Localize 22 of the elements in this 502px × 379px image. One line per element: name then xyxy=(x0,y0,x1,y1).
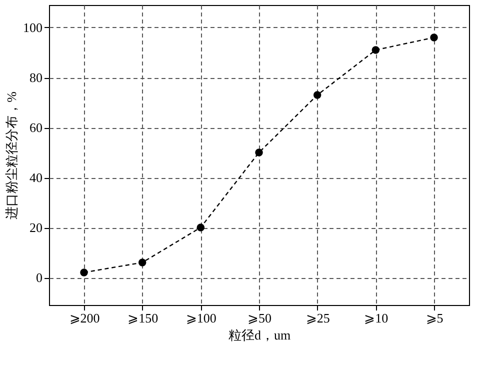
x-tick-label: ⩾50 xyxy=(248,310,272,326)
y-tick-label: 80 xyxy=(30,70,42,85)
y-tick-label: 100 xyxy=(23,20,42,35)
point xyxy=(313,91,322,99)
x-tick-label: ⩾5 xyxy=(426,310,444,326)
x-tick-label: ⩾25 xyxy=(306,310,330,326)
y-tick-label: 60 xyxy=(30,120,42,135)
point xyxy=(80,268,88,276)
point xyxy=(255,148,263,156)
x-tick-label: ⩾200 xyxy=(69,310,100,326)
point xyxy=(372,46,380,54)
y-tick-label: 0 xyxy=(36,270,42,285)
x-axis-title: 粒径d，um xyxy=(228,328,291,342)
x-tick-label: ⩾100 xyxy=(186,310,216,326)
y-tick-label: 20 xyxy=(30,220,42,235)
y-tick-label: 40 xyxy=(30,170,42,185)
x-tick-label: ⩾150 xyxy=(128,310,158,326)
point xyxy=(196,224,205,232)
point xyxy=(138,258,146,266)
y-axis-title: 进口粉尘粒径分布，% xyxy=(4,91,19,220)
point xyxy=(430,34,438,42)
x-tick-label: ⩾10 xyxy=(364,310,388,326)
